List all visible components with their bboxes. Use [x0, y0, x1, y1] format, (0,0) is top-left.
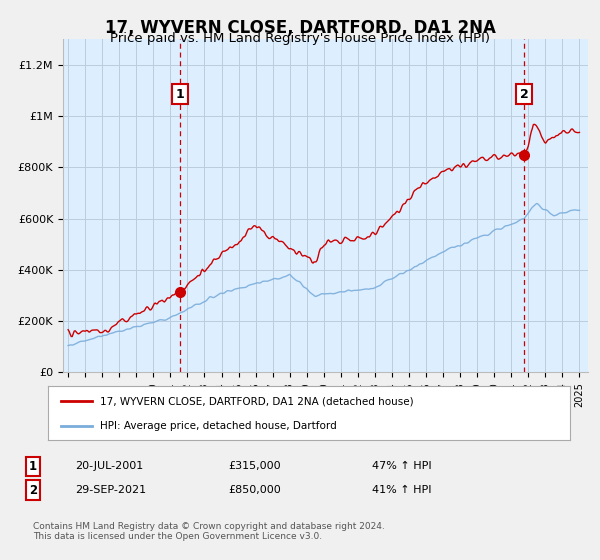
- Text: HPI: Average price, detached house, Dartford: HPI: Average price, detached house, Dart…: [100, 421, 337, 431]
- Text: 1: 1: [175, 88, 184, 101]
- Text: 2: 2: [29, 483, 37, 497]
- Text: 17, WYVERN CLOSE, DARTFORD, DA1 2NA: 17, WYVERN CLOSE, DARTFORD, DA1 2NA: [104, 19, 496, 37]
- Text: 29-SEP-2021: 29-SEP-2021: [75, 485, 146, 495]
- Text: 2: 2: [520, 88, 529, 101]
- Text: 17, WYVERN CLOSE, DARTFORD, DA1 2NA (detached house): 17, WYVERN CLOSE, DARTFORD, DA1 2NA (det…: [100, 396, 414, 407]
- Text: £315,000: £315,000: [228, 461, 281, 472]
- Text: 1: 1: [29, 460, 37, 473]
- Text: Contains HM Land Registry data © Crown copyright and database right 2024.
This d: Contains HM Land Registry data © Crown c…: [33, 522, 385, 542]
- Text: £850,000: £850,000: [228, 485, 281, 495]
- Text: 20-JUL-2001: 20-JUL-2001: [75, 461, 143, 472]
- Text: Price paid vs. HM Land Registry's House Price Index (HPI): Price paid vs. HM Land Registry's House …: [110, 32, 490, 45]
- Text: 41% ↑ HPI: 41% ↑ HPI: [372, 485, 431, 495]
- Text: 47% ↑ HPI: 47% ↑ HPI: [372, 461, 431, 472]
